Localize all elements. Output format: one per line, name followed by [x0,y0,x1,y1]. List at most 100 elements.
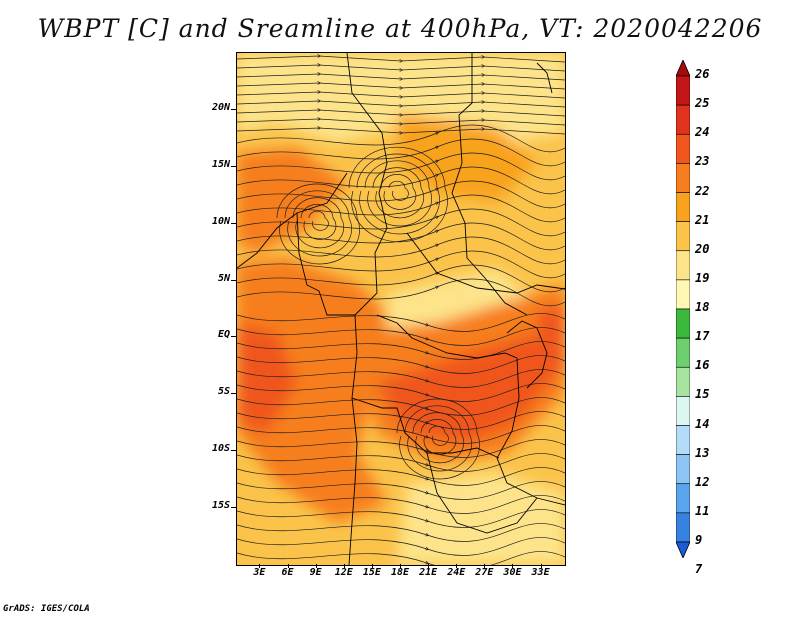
streamline [237,551,565,565]
colorbar-label: 14 [695,416,710,431]
wbpt-region [377,333,557,443]
lat-tick-label: 20N [211,101,230,113]
border-line [406,232,565,294]
streamline [237,83,565,89]
lon-tick-mark [315,564,317,568]
streamline [237,411,565,430]
streamline [237,439,565,458]
streamline [237,278,565,307]
lon-tick-mark [371,564,373,568]
lon-tick-label: 24E [447,567,466,578]
streamline [237,481,565,500]
streamline [237,138,565,167]
streamline-vortex [292,197,345,249]
lon-tick-label: 15E [362,567,381,578]
color-scale-bar [676,60,690,558]
streamline-vortex [420,419,457,455]
colorbar-label: 16 [695,358,710,373]
colorbar-label: 25 [695,96,710,111]
streamline-vortex [284,190,352,257]
lon-tick-mark [287,564,289,568]
streamline [237,236,565,265]
colorbar-segment [676,163,690,193]
colorbar-label: 9 [695,533,703,547]
streamline [237,509,565,528]
streamline-vortex [412,412,465,464]
border-line [536,62,553,94]
streamline-vortex [348,146,448,243]
colorbar-segment [676,221,690,252]
colorbar-segment [676,541,690,558]
streamline-vortex [428,425,449,446]
streamline [237,166,565,195]
lon-tick-mark [259,564,261,568]
streamline [237,180,565,209]
streamline [237,453,565,472]
colorbar-label: 18 [695,300,710,314]
wbpt-region [237,323,297,433]
lon-tick-label: 6E [281,567,294,578]
streamline-vortex [276,183,360,265]
streamline [237,369,565,388]
streamline [237,383,565,402]
border-line [346,53,388,316]
streamline-vortex [404,405,472,472]
border-line [237,172,348,269]
colorbar-segment [676,454,690,485]
colorbar-segment [676,133,690,164]
colorbar-segment [676,192,690,222]
streamline [237,397,565,416]
lon-tick-label: 18E [390,567,410,578]
streamline [237,128,565,134]
streamline [237,355,565,374]
lon-tick-mark [343,564,345,568]
lat-tick-label: EQ [217,329,230,341]
streamline [237,152,565,181]
colorbar-segment [676,512,690,543]
wbpt-region [237,258,387,523]
lon-tick-label: 3E [253,567,266,578]
streamline [237,194,565,223]
streamline [237,313,565,332]
colorbar-label: 7 [695,562,703,577]
streamline [237,250,565,279]
lat-tick-mark [231,279,236,281]
lon-tick-mark [456,564,458,568]
lat-tick-label: 10S [211,443,230,455]
lat-tick-label: 15N [211,158,230,170]
streamline-vortex [396,398,480,480]
colorbar-label: 23 [695,154,710,169]
border-line [296,212,320,292]
colorbar-label: 13 [695,445,710,460]
lat-tick-mark [231,165,236,167]
streamline-vortex [308,210,329,231]
streamline [237,56,565,62]
border-line [376,314,518,359]
chart-title: WBPT [C] and Sreamline at 400hPa, VT: 20… [37,14,763,43]
streamline-vortex [300,204,337,240]
streamline [237,523,565,542]
streamline-vortex [380,174,417,210]
colorbar-label: 15 [695,387,710,402]
lon-tick-mark [400,564,401,568]
lat-tick-mark [231,507,236,509]
lake-outline [506,320,548,389]
grads-credit: GrADS: IGES/COLA [3,604,90,614]
lat-tick-label: 5N [217,272,230,284]
border-line [351,397,500,459]
streamline [237,467,565,486]
wbpt-streamline-field [237,53,565,565]
lat-tick-mark [231,393,236,395]
country-borders [237,53,565,565]
streamline-vortex [388,180,409,201]
border-line [426,452,538,534]
lon-tick-mark [484,564,486,568]
lon-tick-label: 12E [334,567,353,578]
streamline [237,119,565,125]
lat-tick-mark [231,450,236,452]
colorbar-label: 17 [695,329,710,344]
colorbar-segment [676,60,690,77]
lat-tick-label: 5S [217,386,230,398]
colorbar-segment [676,366,690,397]
lat-tick-mark [231,336,236,338]
